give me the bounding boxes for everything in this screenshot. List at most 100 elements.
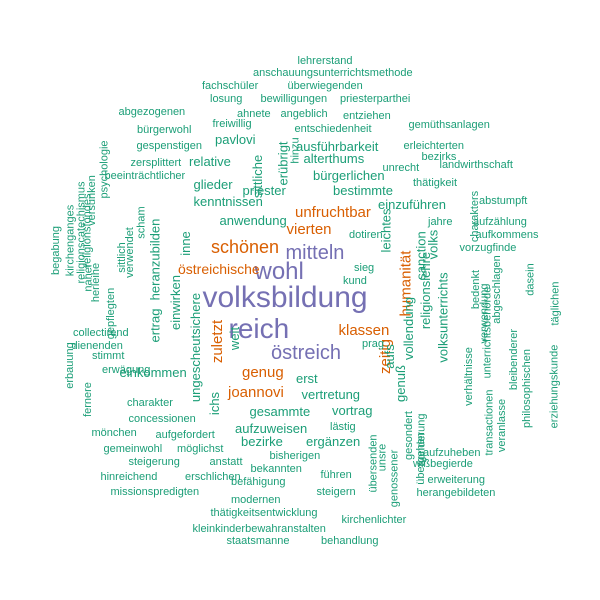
- cloud-word: vollendung: [400, 296, 416, 360]
- cloud-word: sittliche: [249, 154, 265, 198]
- cloud-word: concessionen: [128, 412, 196, 425]
- cloud-word: dienenden: [71, 339, 123, 352]
- cloud-word: bisherigen: [269, 449, 321, 462]
- cloud-word: mönchen: [91, 426, 137, 439]
- cloud-word: bestimmte: [333, 182, 393, 198]
- cloud-word: begabung: [49, 225, 62, 275]
- cloud-word: östreich: [271, 342, 342, 364]
- cloud-word: ausführbarkeit: [296, 138, 379, 154]
- cloud-word: transactionen: [483, 388, 496, 456]
- cloud-word: vortrag: [332, 402, 373, 418]
- cloud-word: bürgerlichen: [313, 167, 385, 183]
- cloud-word: thätigkeitsentwicklung: [210, 506, 318, 519]
- cloud-word: bleibenderer: [507, 328, 520, 390]
- cloud-word: unrecht: [382, 161, 420, 174]
- cloud-word: entziehen: [343, 109, 391, 122]
- cloud-word: unterrichtsbehörde: [481, 286, 494, 378]
- cloud-word: ichs: [206, 391, 222, 415]
- cloud-word: aufzählung: [473, 215, 527, 228]
- cloud-word: bezirke: [241, 433, 283, 449]
- cloud-word: erst: [296, 370, 318, 386]
- cloud-word: zersplittert: [130, 156, 182, 169]
- cloud-word: modernen: [231, 493, 281, 506]
- cloud-word: schönen: [211, 237, 280, 257]
- cloud-word: bürgerwohl: [137, 123, 192, 136]
- cloud-word: fernere: [81, 381, 94, 417]
- cloud-word: kenntnissen: [193, 193, 263, 209]
- cloud-word: aufkommens: [475, 228, 539, 241]
- cloud-word: steigern: [316, 485, 356, 498]
- cloud-word: dotiren: [349, 228, 383, 241]
- cloud-word: thätigkeit: [413, 176, 458, 189]
- cloud-word: ahnete: [237, 107, 271, 120]
- cloud-word: weit: [226, 326, 242, 350]
- cloud-word: bewilligungen: [260, 92, 328, 105]
- cloud-word: genuß: [392, 364, 408, 402]
- cloud-word: östreichische: [178, 261, 260, 277]
- cloud-word: erziehungskunde: [548, 344, 561, 428]
- cloud-word: kleinkinderbewahranstalten: [192, 522, 326, 535]
- cloud-word: täglichen: [549, 280, 562, 326]
- cloud-word: erübrigt: [275, 140, 291, 186]
- cloud-word: aufs: [381, 343, 397, 369]
- cloud-word: stimmt: [92, 349, 125, 362]
- cloud-word: kirchenlichter: [341, 513, 407, 526]
- cloud-word: aufzuweisen: [235, 420, 308, 436]
- cloud-word: gemeinwohl: [103, 442, 163, 455]
- cloud-word: volks: [425, 229, 441, 259]
- cloud-word: charakters: [468, 190, 481, 242]
- cloud-word: beeinträchtlicher: [104, 169, 186, 182]
- cloud-word: missionspredigten: [110, 485, 200, 498]
- cloud-word: reich: [228, 313, 290, 344]
- cloud-word: genossener: [388, 449, 401, 507]
- cloud-word: erschlichen: [185, 470, 241, 483]
- cloud-word: collectirend: [73, 326, 129, 339]
- cloud-word: scham: [135, 205, 148, 239]
- cloud-word: versunken: [85, 174, 98, 226]
- cloud-word: ergänzen: [306, 433, 361, 449]
- cloud-word: gesondert: [402, 410, 415, 460]
- cloud-word: anwendung: [219, 212, 287, 228]
- cloud-word: verhältnisse: [462, 346, 475, 406]
- cloud-word: jahre: [428, 215, 453, 228]
- cloud-word: erwägung: [102, 363, 151, 376]
- cloud-word: lästig: [330, 420, 356, 433]
- cloud-word: aufgefordert: [155, 428, 215, 441]
- cloud-word: klassen: [338, 321, 390, 339]
- cloud-word: übergehen: [414, 431, 427, 485]
- cloud-word: veranlasse: [495, 398, 508, 452]
- cloud-word: bekannten: [250, 462, 302, 475]
- cloud-word: hinzu: [289, 136, 302, 164]
- cloud-word: hinreichend: [100, 470, 158, 483]
- cloud-word: sieg: [354, 261, 375, 274]
- cloud-word: vorzugfinde: [459, 241, 517, 254]
- cloud-word: staatsmanne: [226, 534, 290, 547]
- cloud-word: überwiegenden: [287, 79, 363, 92]
- cloud-word: volksunterrichts: [435, 271, 451, 363]
- cloud-word: bezirks: [421, 150, 457, 163]
- cloud-word: losung: [210, 92, 243, 105]
- cloud-word: gesammte: [249, 403, 311, 419]
- cloud-word: einzuführen: [378, 196, 446, 212]
- cloud-word: führen: [320, 468, 352, 481]
- cloud-word: ertrag: [147, 308, 163, 342]
- cloud-word: einwirken: [167, 274, 183, 330]
- cloud-word: wißbegierde: [413, 457, 473, 470]
- cloud-word: prag: [362, 337, 385, 350]
- cloud-word: erweiterung: [427, 473, 485, 486]
- cloud-word: dasein: [524, 262, 537, 296]
- cloud-word: aufzuheben: [423, 446, 481, 459]
- cloud-word: anstatt: [209, 455, 243, 468]
- cloud-word: inne: [177, 230, 193, 256]
- cloud-word: verwendet: [123, 226, 136, 278]
- cloud-word: gemüthsanlagen: [408, 118, 490, 131]
- cloud-word: relative: [189, 153, 231, 169]
- cloud-word: behandlung: [321, 534, 379, 547]
- cloud-word: fachschüler: [202, 79, 259, 92]
- cloud-word: unfruchtbar: [295, 203, 371, 221]
- cloud-word: angeblich: [280, 107, 328, 120]
- cloud-word: kirchenganges: [64, 204, 77, 276]
- cloud-word: charakter: [127, 396, 173, 409]
- cloud-word: erleichterten: [403, 139, 465, 152]
